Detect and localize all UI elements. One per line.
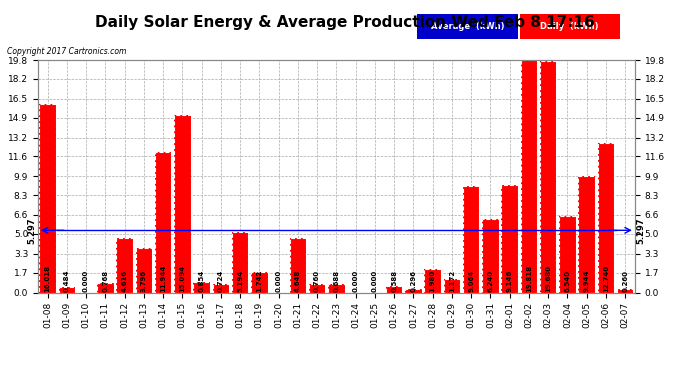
Text: 9.064: 9.064: [468, 269, 474, 291]
Bar: [290, 238, 306, 292]
Bar: [174, 115, 190, 292]
Text: 0.000: 0.000: [372, 269, 378, 291]
Bar: [444, 279, 460, 292]
Text: 19.680: 19.680: [545, 264, 551, 291]
Bar: [155, 152, 171, 292]
Bar: [174, 115, 190, 292]
Bar: [386, 286, 402, 292]
Bar: [136, 248, 152, 292]
Bar: [117, 238, 132, 292]
Bar: [309, 284, 325, 292]
Bar: [578, 176, 595, 292]
Bar: [328, 284, 344, 292]
Text: Average  (kWh): Average (kWh): [431, 22, 504, 31]
Bar: [578, 176, 595, 292]
Text: 0.000: 0.000: [275, 269, 282, 291]
Bar: [521, 60, 537, 292]
Bar: [540, 62, 556, 292]
Text: 0.724: 0.724: [218, 269, 224, 291]
Text: 12.740: 12.740: [603, 264, 609, 291]
Text: 0.588: 0.588: [391, 269, 397, 291]
Bar: [213, 284, 229, 292]
Text: 9.944: 9.944: [584, 269, 590, 291]
Text: 4.616: 4.616: [121, 269, 128, 291]
Text: Daily Solar Energy & Average Production Wed Feb 8 17:16: Daily Solar Energy & Average Production …: [95, 15, 595, 30]
Text: 0.854: 0.854: [199, 269, 205, 291]
Bar: [251, 272, 268, 292]
Text: 0.260: 0.260: [622, 270, 628, 291]
Text: 16.018: 16.018: [45, 264, 50, 291]
Text: 0.688: 0.688: [333, 269, 339, 291]
Text: 4.648: 4.648: [295, 269, 301, 291]
Bar: [521, 60, 537, 292]
Bar: [290, 238, 306, 292]
Bar: [405, 289, 422, 292]
Bar: [251, 272, 268, 292]
Text: 15.094: 15.094: [179, 264, 186, 291]
Bar: [463, 186, 480, 292]
Bar: [386, 286, 402, 292]
Text: 6.240: 6.240: [487, 269, 493, 291]
Text: 19.818: 19.818: [526, 264, 532, 291]
Text: 0.484: 0.484: [64, 269, 70, 291]
Bar: [405, 289, 422, 292]
Bar: [559, 216, 575, 292]
Bar: [617, 290, 633, 292]
Bar: [97, 284, 114, 292]
Text: 6.540: 6.540: [564, 269, 571, 291]
Bar: [59, 287, 75, 292]
Bar: [463, 186, 480, 292]
Bar: [232, 231, 248, 292]
Bar: [502, 185, 518, 292]
Text: 0.768: 0.768: [102, 269, 108, 291]
Bar: [598, 143, 614, 292]
Text: 3.796: 3.796: [141, 269, 147, 291]
Bar: [482, 219, 499, 292]
Text: 0.296: 0.296: [411, 270, 416, 291]
Bar: [193, 282, 210, 292]
Bar: [424, 269, 441, 292]
Text: 5.297: 5.297: [637, 217, 646, 243]
Text: 11.944: 11.944: [160, 264, 166, 291]
Text: 1.742: 1.742: [257, 269, 262, 291]
Bar: [59, 287, 75, 292]
Text: 1.980: 1.980: [430, 269, 435, 291]
Bar: [155, 152, 171, 292]
Bar: [232, 231, 248, 292]
Bar: [617, 290, 633, 292]
Bar: [97, 284, 114, 292]
Bar: [193, 282, 210, 292]
Text: Daily  (kWh): Daily (kWh): [540, 22, 599, 31]
Text: 1.172: 1.172: [449, 269, 455, 291]
Bar: [39, 104, 56, 292]
Bar: [559, 216, 575, 292]
Text: 0.000: 0.000: [353, 269, 359, 291]
Bar: [540, 62, 556, 292]
Bar: [309, 284, 325, 292]
Bar: [117, 238, 132, 292]
Bar: [39, 104, 56, 292]
Bar: [213, 284, 229, 292]
Text: 9.146: 9.146: [506, 269, 513, 291]
Bar: [482, 219, 499, 292]
Text: 0.760: 0.760: [314, 269, 320, 291]
Text: 5.194: 5.194: [237, 269, 243, 291]
Bar: [502, 185, 518, 292]
Bar: [598, 143, 614, 292]
Text: 0.000: 0.000: [83, 269, 89, 291]
Bar: [424, 269, 441, 292]
Bar: [136, 248, 152, 292]
Bar: [444, 279, 460, 292]
Bar: [328, 284, 344, 292]
Text: Copyright 2017 Cartronics.com: Copyright 2017 Cartronics.com: [7, 47, 126, 56]
Text: 5.297: 5.297: [27, 217, 36, 243]
